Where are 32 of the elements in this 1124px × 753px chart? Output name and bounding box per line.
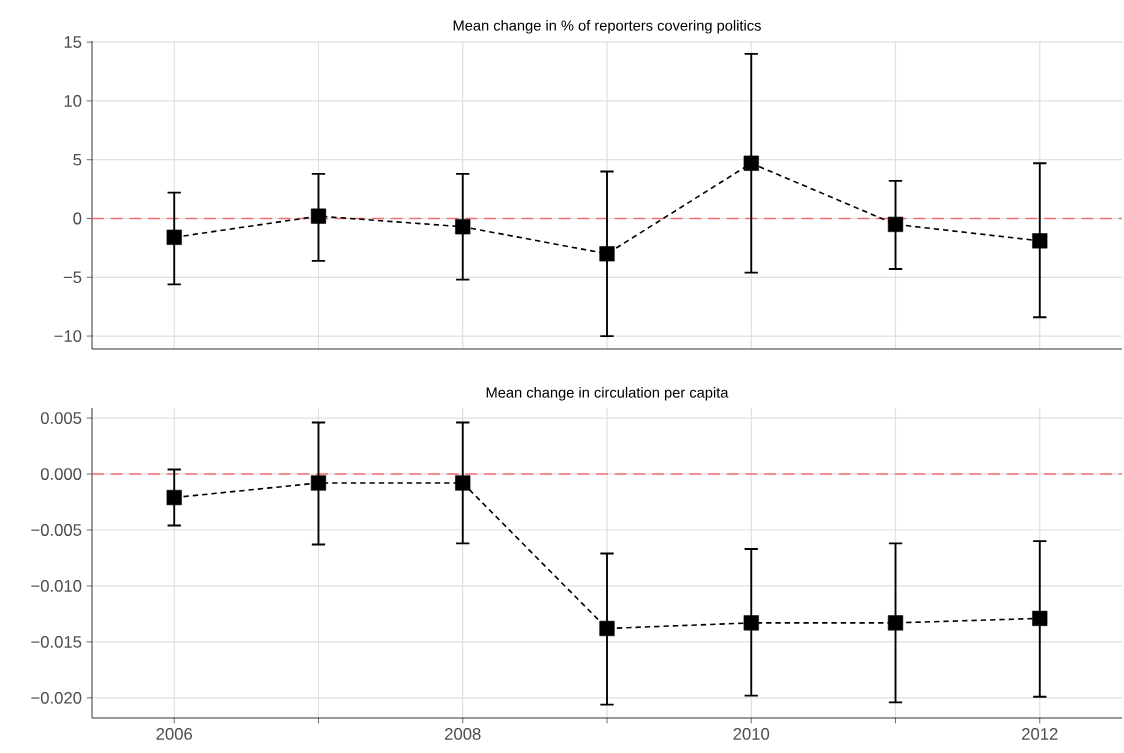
point [166, 229, 182, 245]
point [1032, 233, 1048, 249]
y-tick-label: 0 [73, 212, 82, 225]
y-tick-label: −0.015 [31, 636, 82, 648]
point [887, 615, 904, 631]
point [743, 615, 759, 631]
chart-title: Mean change in % of reporters covering politics [453, 19, 761, 34]
y-tick-label: 10 [64, 95, 82, 107]
y-tick-label: −10 [54, 330, 82, 342]
x-tick-label: 2008 [445, 728, 481, 740]
point [1032, 610, 1048, 626]
point [310, 475, 327, 491]
x-tick-label: 2006 [156, 728, 193, 740]
x-tick-label: 2012 [1022, 728, 1058, 740]
y-tick-label: 0.000 [40, 468, 82, 480]
y-tick-label: 15 [64, 36, 82, 48]
chart-title: Mean change in circulation per capita [486, 386, 729, 401]
point [743, 155, 759, 171]
y-tick-label: −0.005 [31, 524, 82, 536]
y-tick-label: 0.005 [40, 412, 82, 424]
point [455, 219, 471, 235]
point [166, 489, 182, 506]
point [455, 475, 471, 491]
y-tick-label: −0.010 [31, 580, 82, 592]
y-tick-label: 5 [73, 153, 82, 166]
point [599, 246, 615, 262]
y-tick-label: −0.020 [31, 691, 82, 704]
point [599, 620, 615, 637]
x-tick-label: 2010 [733, 728, 770, 740]
point [310, 208, 327, 224]
point [887, 216, 904, 232]
y-tick-label: −5 [63, 271, 82, 284]
